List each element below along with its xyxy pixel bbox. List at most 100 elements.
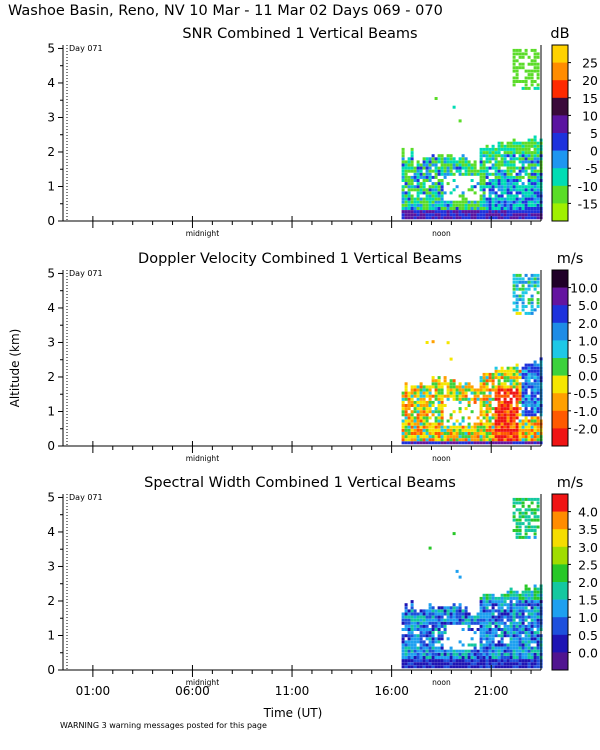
- data-cell: [536, 280, 540, 284]
- data-cell: [488, 432, 492, 435]
- data-cell: [407, 634, 411, 638]
- data-cell: [518, 640, 522, 644]
- data-cell: [506, 612, 510, 616]
- data-cell: [533, 432, 537, 435]
- data-cell: [488, 593, 492, 597]
- data-cell: [482, 154, 486, 158]
- data-cell: [491, 643, 495, 647]
- data-cell: [524, 419, 528, 423]
- data-cell: [467, 618, 471, 622]
- data-cell: [428, 388, 432, 392]
- data-cell: [410, 163, 414, 167]
- data-cell: [518, 388, 522, 392]
- data-cell: [527, 188, 531, 192]
- colorbar-segment: [552, 428, 568, 447]
- data-cell: [533, 438, 537, 442]
- data-cell: [401, 172, 405, 176]
- data-cell: [482, 185, 486, 189]
- data-cell: [515, 372, 519, 376]
- data-cell: [497, 144, 501, 148]
- data-cell: [521, 157, 525, 161]
- data-cell: [476, 665, 480, 669]
- data-cell: [434, 428, 438, 432]
- data-cell: [419, 391, 423, 395]
- data-cell: [422, 435, 426, 439]
- data-cell: [536, 185, 540, 189]
- data-cell: [404, 203, 408, 207]
- data-cell: [500, 656, 504, 659]
- data-cell: [440, 643, 444, 647]
- data-cell: [488, 216, 492, 220]
- data-cell: [464, 441, 468, 445]
- data-cell: [473, 425, 477, 429]
- data-cell: [512, 277, 516, 281]
- data-cell: [422, 185, 426, 189]
- data-cell: [488, 179, 492, 182]
- data-cell: [521, 207, 525, 210]
- data-cell: [413, 646, 417, 650]
- data-cell: [404, 606, 408, 610]
- data-cell: [521, 213, 525, 217]
- x-tick-label: 06:00: [175, 684, 210, 698]
- data-cell: [404, 634, 408, 638]
- data-cell: [440, 416, 444, 420]
- data-cell: [419, 649, 423, 653]
- colorbar-label: 10: [582, 108, 598, 123]
- data-cell: [515, 207, 519, 210]
- data-cell: [509, 404, 513, 407]
- colorbar-segment: [552, 652, 568, 671]
- data-cell: [452, 615, 456, 619]
- data-cell: [410, 413, 414, 417]
- data-cell: [488, 441, 492, 445]
- data-cell: [521, 428, 525, 432]
- data-cell: [524, 587, 528, 591]
- data-cell: [491, 606, 495, 610]
- data-cell: [488, 603, 492, 607]
- data-cell: [530, 624, 534, 628]
- data-cell: [503, 203, 507, 207]
- data-cell: [488, 656, 492, 659]
- data-cell: [470, 659, 474, 663]
- data-cell: [479, 147, 483, 151]
- data-cell: [503, 200, 507, 204]
- data-cell: [491, 646, 495, 650]
- data-cell: [491, 200, 495, 204]
- data-cell: [461, 425, 465, 429]
- data-cell: [428, 385, 432, 389]
- data-cell: [488, 631, 492, 635]
- data-cell: [440, 197, 444, 201]
- data-cell: [419, 172, 423, 176]
- data-cell: [434, 194, 438, 198]
- data-cell: [440, 665, 444, 669]
- data-cell: [425, 637, 429, 641]
- data-cell: [506, 151, 510, 155]
- data-cell: [419, 631, 423, 635]
- data-cell: [422, 166, 426, 170]
- colorbar-label: -1.0: [574, 404, 598, 419]
- data-cell: [515, 640, 519, 644]
- data-cell: [497, 652, 501, 656]
- data-cell: [470, 185, 474, 189]
- data-cell: [515, 188, 519, 192]
- data-cell: [479, 628, 483, 631]
- data-cell: [413, 172, 417, 176]
- x-tick-label: 16:00: [374, 684, 409, 698]
- data-cell: [416, 163, 420, 167]
- data-cell: [509, 185, 513, 189]
- data-cell: [521, 609, 525, 613]
- data-cell: [512, 308, 516, 312]
- data-cell: [524, 441, 528, 445]
- data-cell: [536, 643, 540, 647]
- data-cell: [437, 416, 441, 420]
- data-cell: [404, 656, 408, 659]
- data-cell: [530, 438, 534, 442]
- data-cell: [524, 665, 528, 669]
- data-cell: [527, 656, 531, 659]
- data-cell: [524, 191, 528, 195]
- data-cell: [434, 188, 438, 192]
- data-cell: [524, 160, 528, 164]
- data-cell: [416, 397, 420, 401]
- data-cell: [515, 659, 519, 663]
- data-cell: [482, 422, 486, 426]
- data-cell: [425, 432, 429, 435]
